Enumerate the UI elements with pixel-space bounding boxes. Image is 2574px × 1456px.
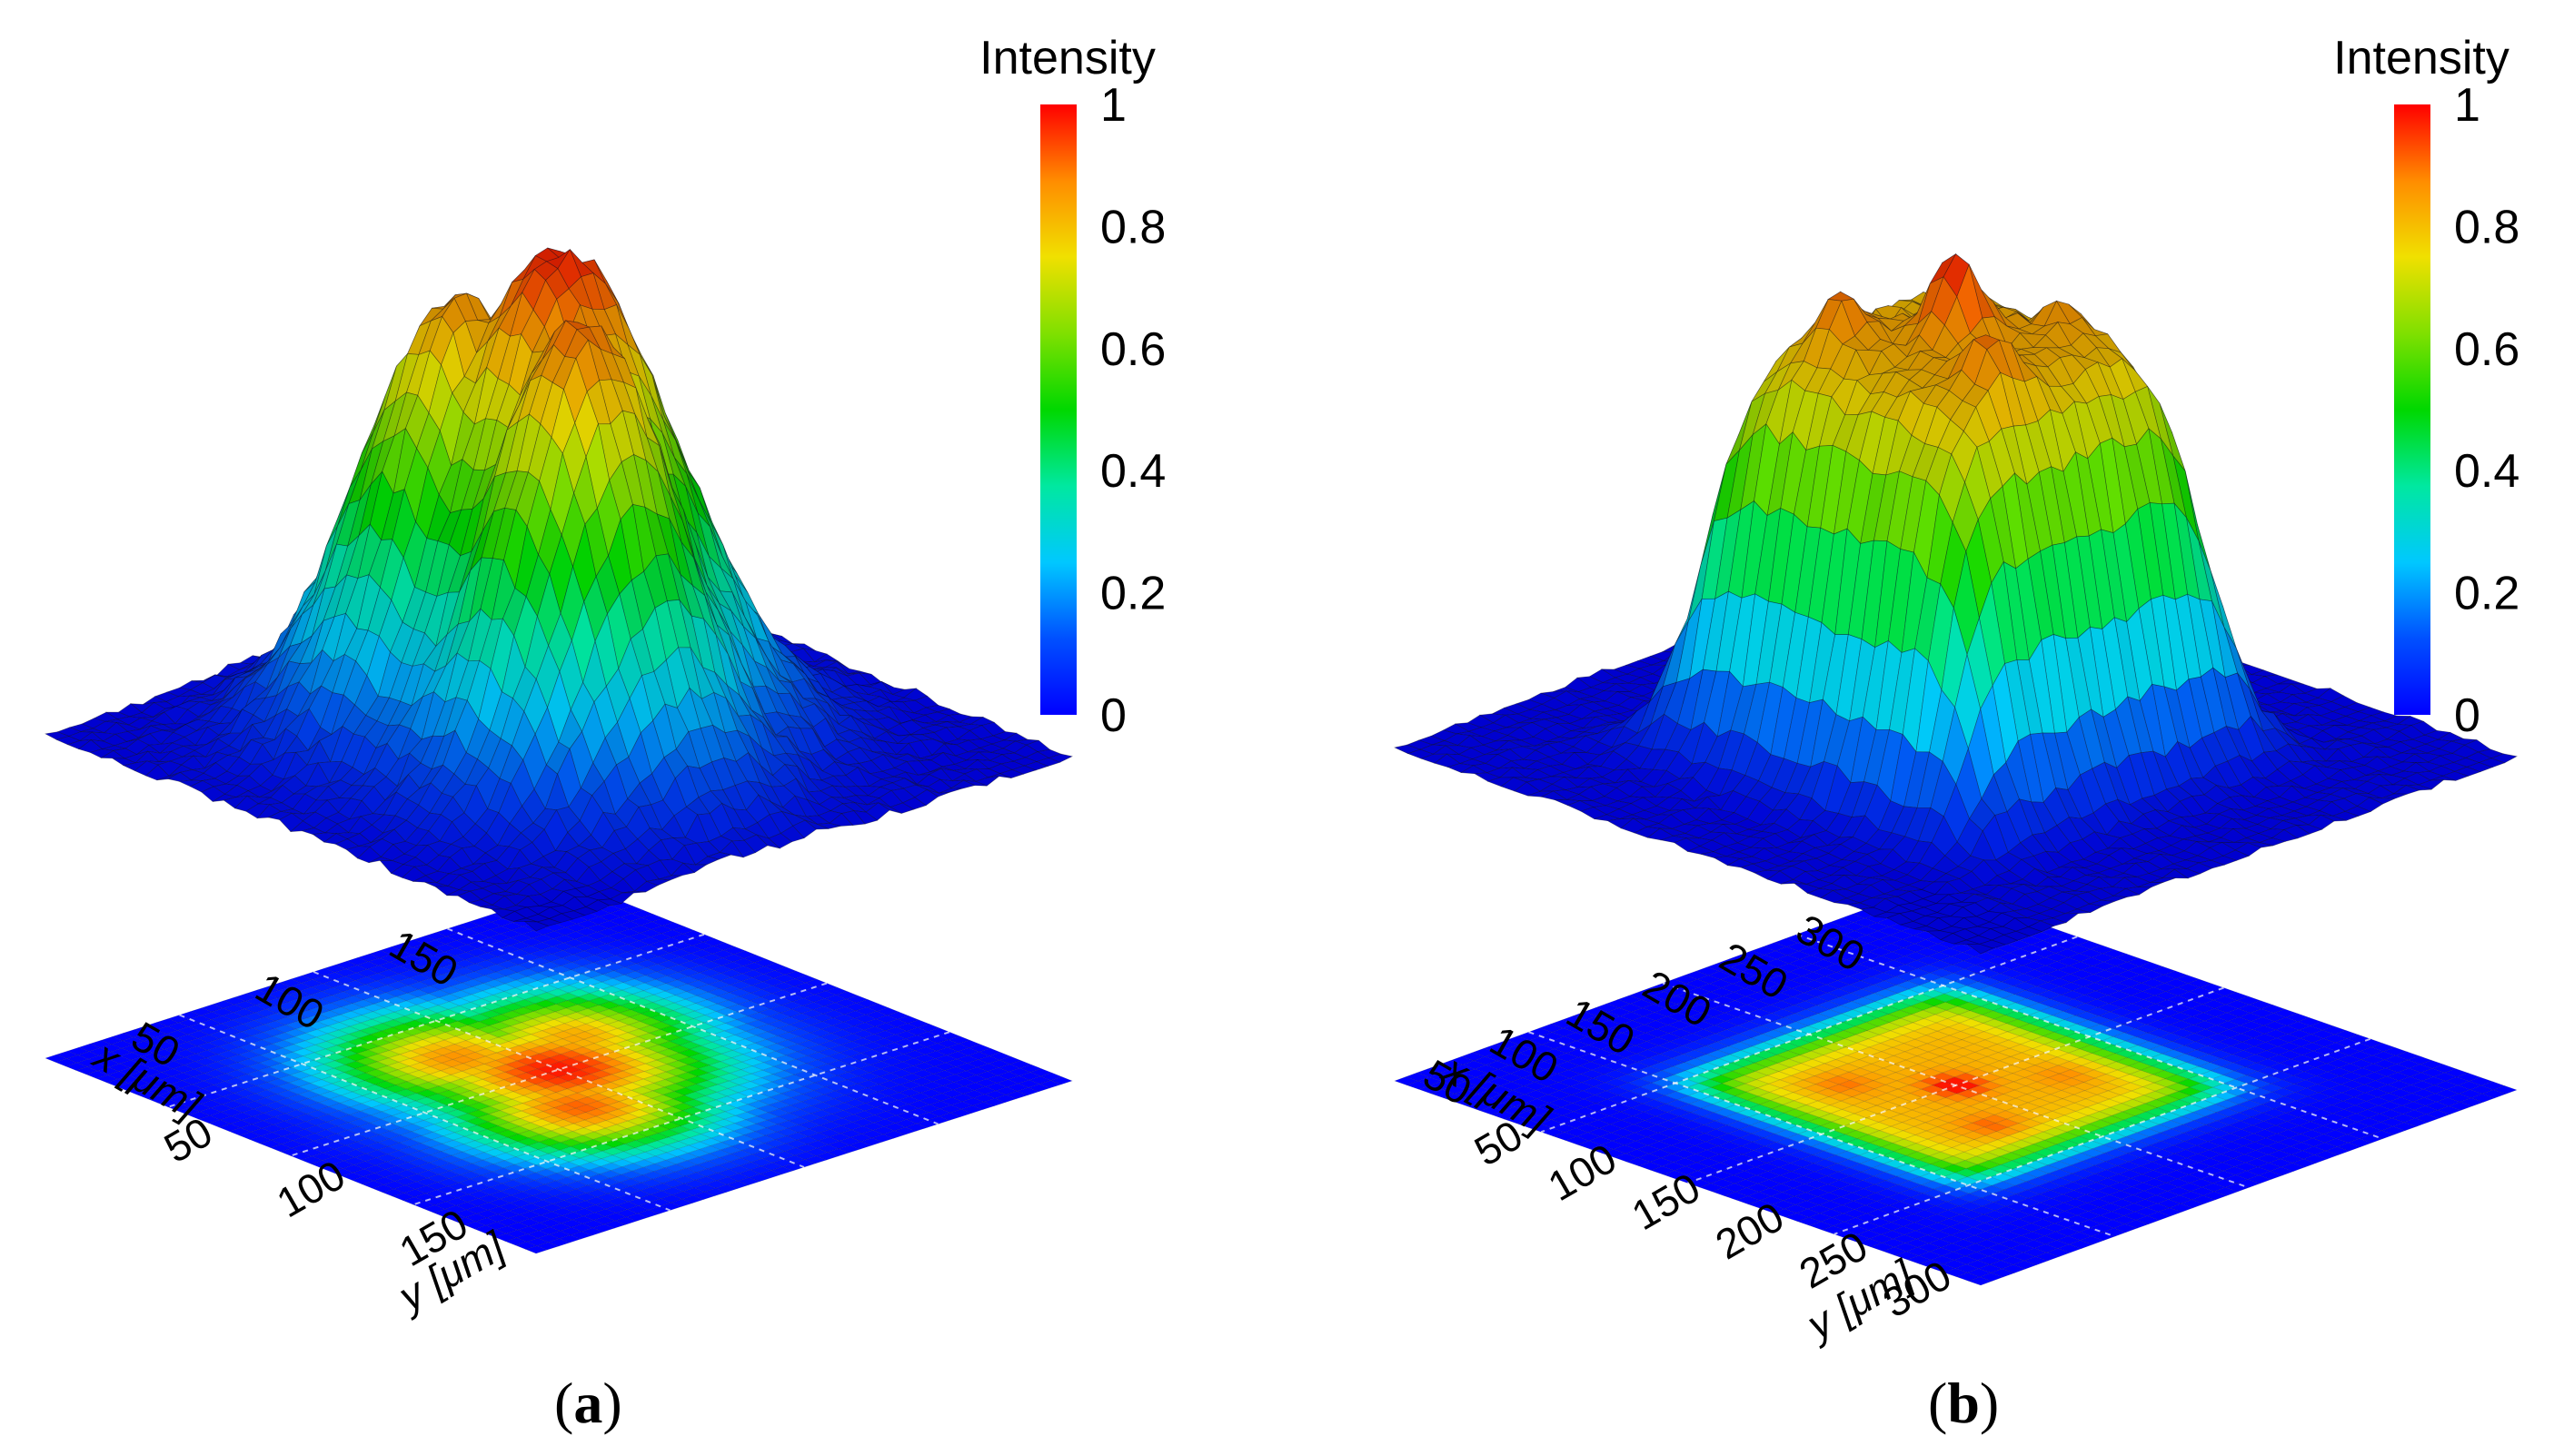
panel-b-contour-map (1393, 885, 2519, 1286)
caption-a-letter: a (573, 1371, 603, 1435)
panel-b-colorbar-tick: 0.8 (2454, 201, 2519, 253)
panel-a-colorbar-tick: 0 (1100, 689, 1127, 742)
panel-b-colorbar-tick: 1 (2454, 79, 2480, 132)
panel-b-colorbar-tick: 0.4 (2454, 445, 2519, 498)
panel-b-colorbar-tick: 0.6 (2454, 323, 2519, 376)
panel-b-surface (1393, 253, 2519, 955)
panel-b-colorbar-tick: 0.2 (2454, 568, 2519, 620)
panel-a-colorbar-tick: 1 (1100, 79, 1127, 132)
panel-a-colorbar: Intensity 0 0.2 0.4 0.6 0.8 1 (979, 32, 1166, 742)
panel-b-colorbar-tick: 0 (2454, 689, 2480, 742)
panel-a-colorbar-title: Intensity (979, 32, 1156, 84)
panel-b-colorbar: Intensity 0 0.2 0.4 0.6 0.8 1 (2333, 32, 2519, 742)
panel-a-colorbar-tick: 0.2 (1100, 568, 1166, 620)
panel-a-colorbar-gradient (1040, 104, 1077, 715)
panel-a-contour-map (44, 885, 1074, 1254)
panel-a-surface (44, 247, 1074, 932)
caption-b: (b) (1928, 1371, 2000, 1435)
panel-a-colorbar-tick: 0.4 (1100, 445, 1166, 498)
caption-a: (a) (554, 1371, 622, 1435)
panel-b-colorbar-title: Intensity (2333, 32, 2509, 84)
caption-b-letter: b (1947, 1371, 1980, 1435)
panel-b-colorbar-gradient (2394, 104, 2430, 715)
panel-a-colorbar-tick: 0.6 (1100, 323, 1166, 376)
panel-a-colorbar-tick: 0.8 (1100, 201, 1166, 253)
